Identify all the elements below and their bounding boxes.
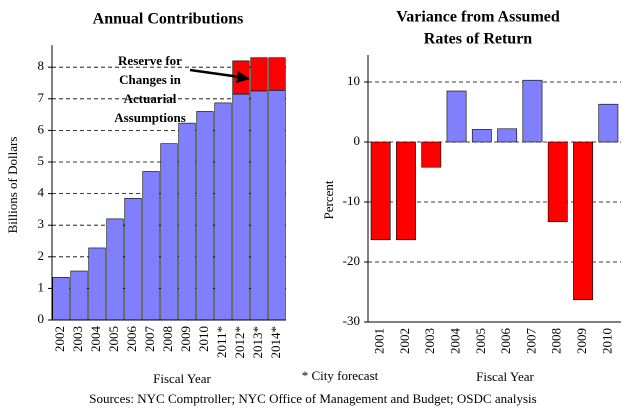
y-tick-label: 1 xyxy=(38,279,45,294)
bar xyxy=(106,218,124,321)
bar xyxy=(268,89,286,321)
bar xyxy=(268,57,286,91)
annotation: Changes in xyxy=(119,72,182,87)
y-axis-label: Billions of Dollars xyxy=(5,137,20,234)
x-tick-label: 2006 xyxy=(124,326,139,353)
x-tick-label: 2003 xyxy=(422,328,437,354)
bar xyxy=(598,103,619,143)
x-tick-label: 2005 xyxy=(473,328,488,354)
x-tick-label: 2009 xyxy=(574,328,589,354)
x-axis-label: Fiscal Year xyxy=(476,369,534,384)
bar xyxy=(196,111,214,321)
bar xyxy=(396,141,416,241)
y-tick-label: 6 xyxy=(38,121,45,136)
x-tick-label: 2006 xyxy=(498,328,513,355)
annotation-arrowhead xyxy=(236,71,250,83)
bar xyxy=(88,247,106,321)
x-tick-label: 2009 xyxy=(178,326,193,352)
bar xyxy=(70,270,88,321)
y-tick-label: 5 xyxy=(38,153,45,168)
y-tick-label: 10 xyxy=(347,73,360,88)
x-tick-label: 2010 xyxy=(196,326,211,352)
y-tick-label: 8 xyxy=(38,58,45,73)
bar xyxy=(142,171,160,321)
x-axis-label: Fiscal Year xyxy=(153,371,211,386)
bar xyxy=(250,90,268,321)
x-tick-label: 2011* xyxy=(214,326,229,358)
x-tick-label: 2007 xyxy=(523,328,538,355)
x-tick-label: 2007 xyxy=(142,326,157,353)
x-tick-label: 2005 xyxy=(106,326,121,352)
bar xyxy=(178,122,196,321)
x-tick-label: 2002 xyxy=(397,328,412,354)
x-tick-label: 2003 xyxy=(70,326,85,352)
x-tick-label: 2004 xyxy=(448,328,463,355)
bar xyxy=(52,277,70,321)
x-tick-label: 2014* xyxy=(268,326,283,359)
bar xyxy=(421,141,442,168)
annotation: Assumptions xyxy=(114,110,186,125)
bar xyxy=(232,93,250,321)
annotation: Reserve for xyxy=(118,53,182,68)
x-tick-label: 2010 xyxy=(599,328,614,354)
chart-title: Rates of Return xyxy=(424,31,533,48)
y-tick-label: -10 xyxy=(343,193,360,208)
y-tick-label: 2 xyxy=(38,248,45,263)
x-tick-label: 2013* xyxy=(250,326,265,359)
bar xyxy=(547,141,568,223)
annotation-arrow xyxy=(189,68,241,79)
y-axis-label: Percent xyxy=(321,180,336,219)
y-tick-label: 0 xyxy=(354,133,361,148)
bar xyxy=(160,143,178,321)
sources: Sources: NYC Comptroller; NYC Office of … xyxy=(89,391,536,406)
y-tick-label: 4 xyxy=(38,185,45,200)
y-tick-label: 0 xyxy=(38,311,45,326)
bar xyxy=(497,128,518,143)
bar xyxy=(124,198,142,321)
x-tick-label: 2012* xyxy=(232,326,247,359)
x-tick-label: 2001 xyxy=(372,328,387,354)
chart-title: Variance from Assumed xyxy=(396,9,560,26)
y-tick-label: 7 xyxy=(38,90,45,105)
bar xyxy=(250,57,268,92)
bar xyxy=(573,141,593,301)
y-tick-label: 3 xyxy=(38,216,45,231)
annotation: Actuarial xyxy=(124,91,177,106)
bar xyxy=(471,129,492,143)
bar xyxy=(446,90,467,143)
bar xyxy=(214,102,232,321)
x-tick-label: 2002 xyxy=(52,326,67,352)
x-tick-label: 2008 xyxy=(549,328,564,354)
bar xyxy=(370,141,391,241)
x-tick-label: 2004 xyxy=(88,326,103,353)
y-tick-label: -30 xyxy=(343,313,360,328)
y-tick-label: -20 xyxy=(343,253,360,268)
chart-title: Annual Contributions xyxy=(93,11,244,28)
footnote: * City forecast xyxy=(302,368,379,383)
bar xyxy=(522,79,543,143)
x-tick-label: 2008 xyxy=(160,326,175,352)
